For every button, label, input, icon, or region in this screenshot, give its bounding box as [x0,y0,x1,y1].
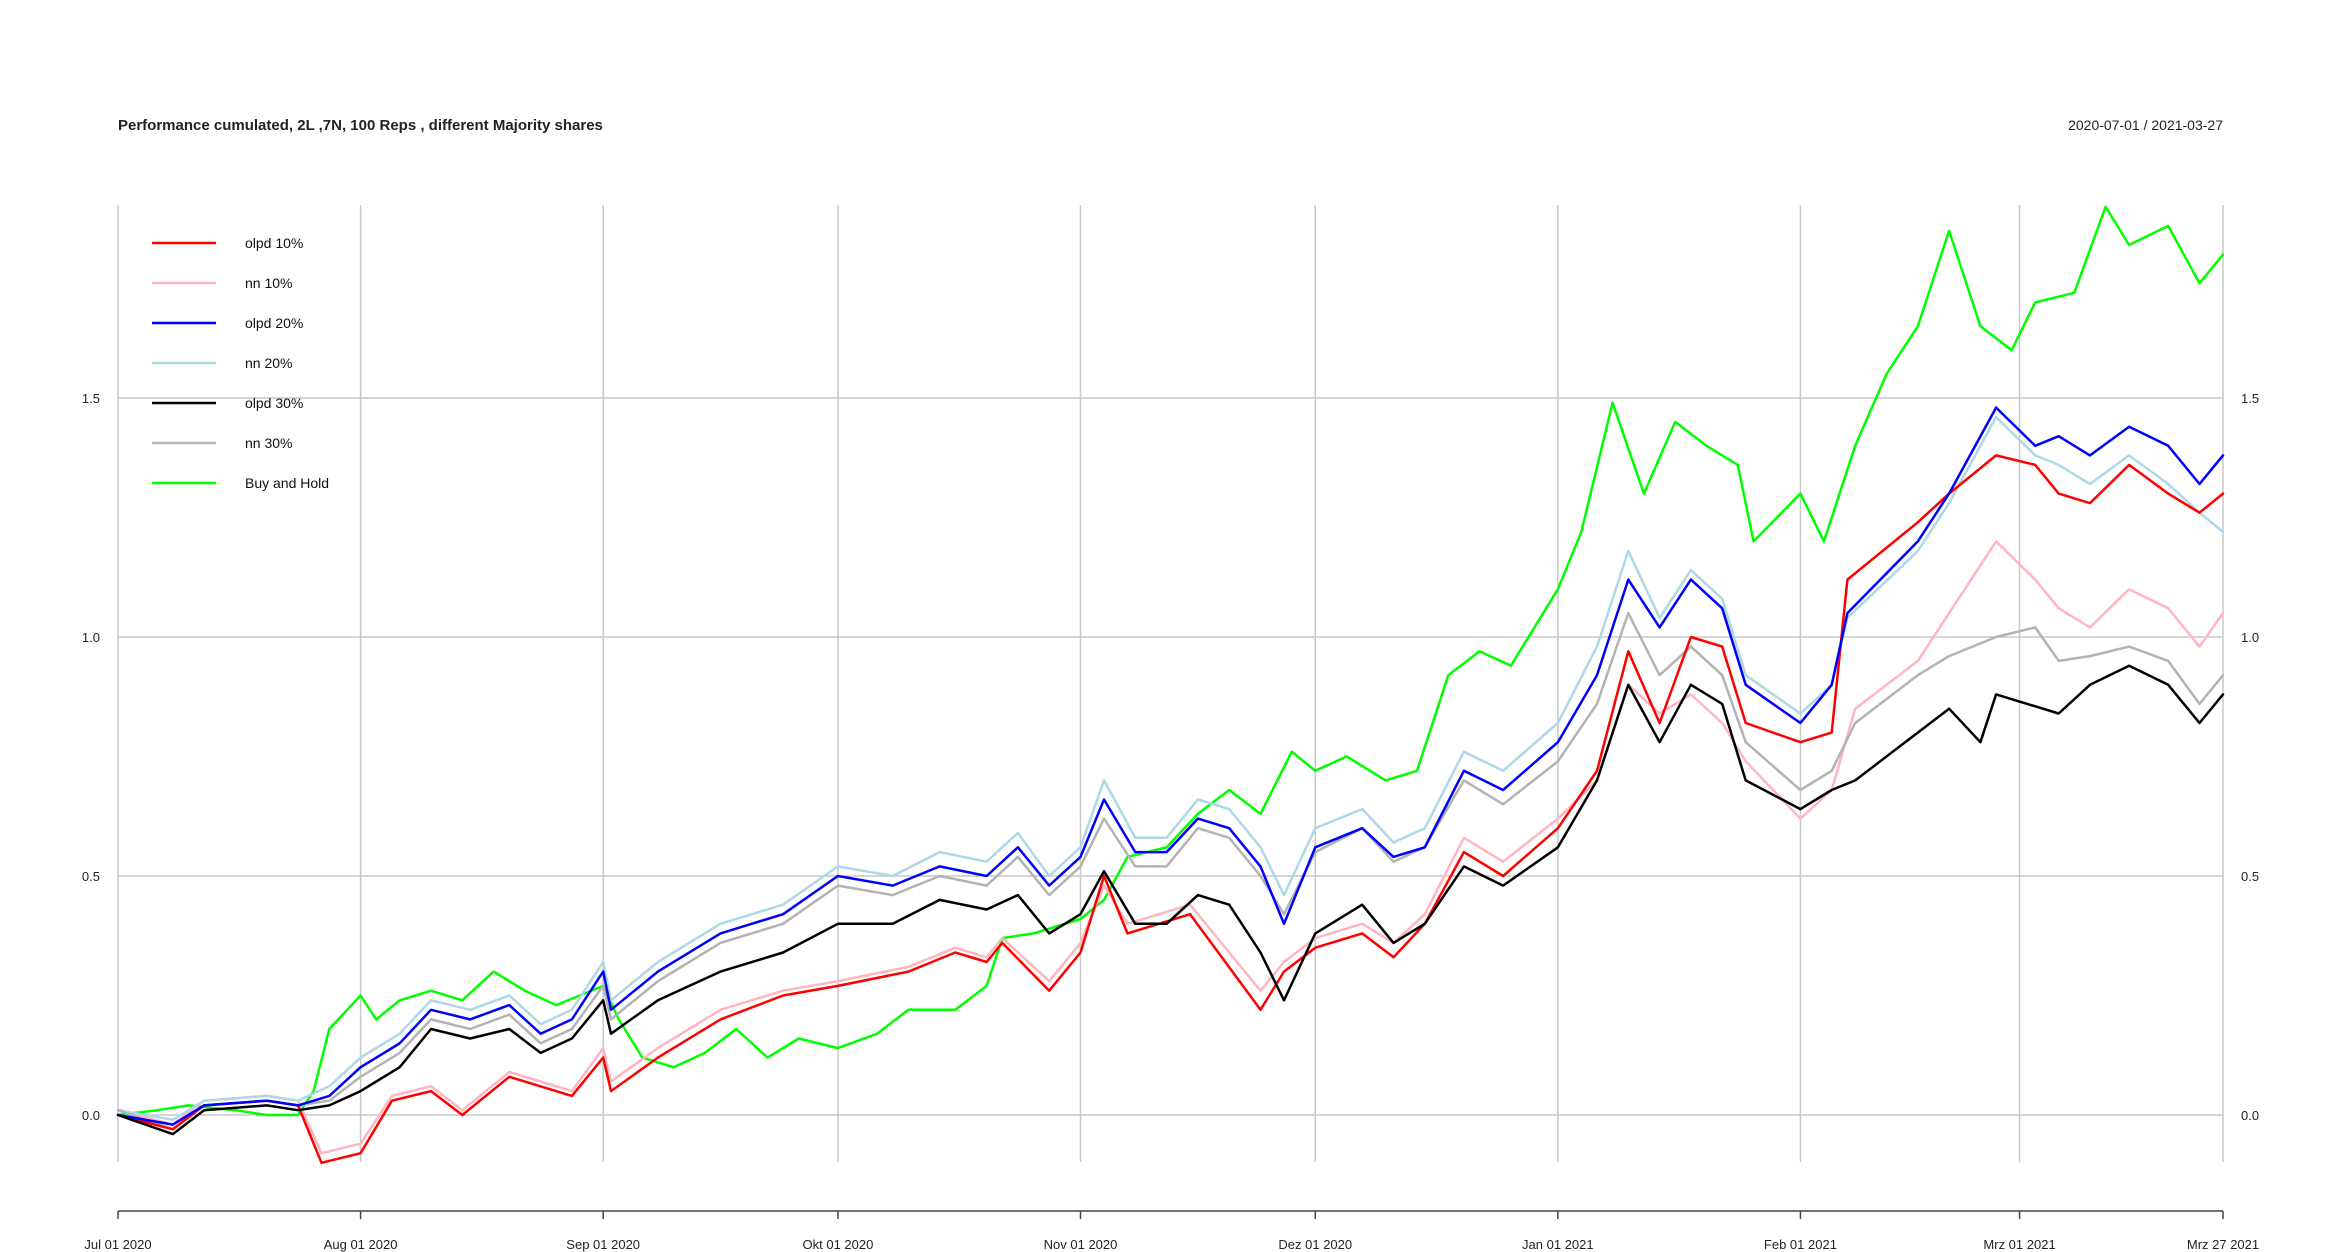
legend-label: olpd 10% [245,235,303,251]
series-line-olpd-10 [116,454,2225,1165]
x-tick-label: Dez 01 2020 [1278,1237,1352,1252]
x-tick-label: Aug 01 2020 [324,1237,398,1252]
x-tick-label: Sep 01 2020 [566,1237,640,1252]
y-tick-label-left: 1.5 [82,391,100,406]
y-tick-label-left: 0.0 [82,1108,100,1123]
series-line-nn-30 [116,611,2225,1131]
legend-label: nn 20% [245,355,292,371]
series-group [116,205,2225,1165]
legend-label: olpd 30% [245,395,303,411]
series-line-buy-and-hold [116,205,2225,1117]
legend-label: olpd 20% [245,315,303,331]
legend-label: nn 30% [245,435,292,451]
x-tick-label: Nov 01 2020 [1044,1237,1118,1252]
series-line-olpd-20 [116,406,2225,1126]
y-tick-label-left: 1.0 [82,630,100,645]
x-tick-label: Okt 01 2020 [803,1237,874,1252]
date-range-label: 2020-07-01 / 2021-03-27 [2068,117,2223,133]
x-tick-label: Feb 01 2021 [1764,1237,1837,1252]
axes: 0.0 0.0 0.5 0.5 1.0 1.0 1.5 1.5 Jul 01 2020 Aug 0… [82,391,2259,1252]
series-line-nn-10 [116,540,2225,1155]
x-tick-label: Jul 01 2020 [84,1237,151,1252]
x-tick-label: Jan 01 2021 [1522,1237,1594,1252]
legend-label: nn 10% [245,275,292,291]
y-tick-label-right: 1.5 [2241,391,2259,406]
x-tick-label: Mrz 27 2021 [2187,1237,2259,1252]
legend-label: Buy and Hold [245,475,329,491]
series-line-olpd-30 [116,664,2225,1136]
series-line-nn-20 [116,415,2225,1122]
chart-title: Performance cumulated, 2L ,7N, 100 Reps … [118,117,603,134]
y-tick-label-right: 0.0 [2241,1108,2259,1123]
y-tick-label-right: 1.0 [2241,630,2259,645]
y-tick-label-left: 0.5 [82,869,100,884]
x-tick-label: Mrz 01 2021 [1983,1237,2055,1252]
y-tick-label-right: 0.5 [2241,869,2259,884]
grid [117,205,2224,1162]
legend: olpd 10% nn 10% olpd 20% nn 20% olpd 30% nn 3… [152,235,329,491]
